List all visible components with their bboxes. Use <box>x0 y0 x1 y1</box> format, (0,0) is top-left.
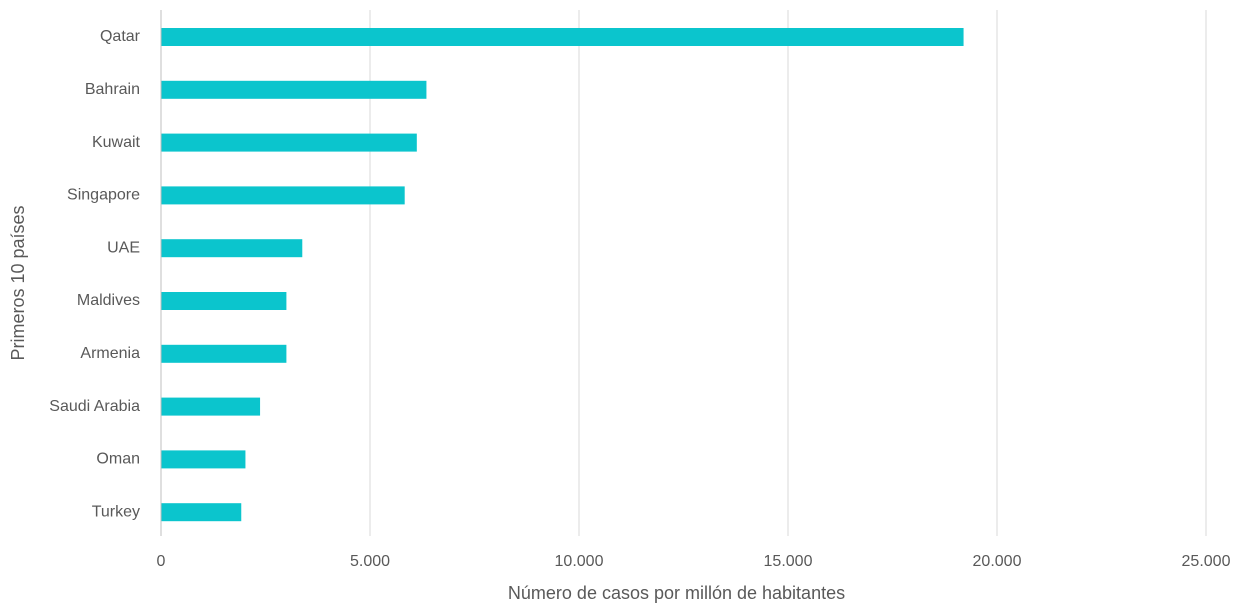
x-tick-label: 5.000 <box>350 553 390 570</box>
bar <box>161 344 287 363</box>
y-tick-label: Singapore <box>67 187 140 204</box>
bar <box>161 450 246 469</box>
y-tick-label: Bahrain <box>85 81 140 98</box>
x-axis-tick-labels: 0 5.000 10.000 15.000 20.000 25.000 <box>157 553 1231 570</box>
x-tick-label: 15.000 <box>764 553 813 570</box>
y-axis-title: Primeros 10 países <box>8 205 28 360</box>
y-axis-tick-labels: Qatar Bahrain Kuwait Singapore UAE Maldives Ar… <box>49 28 140 520</box>
y-tick-label: Armenia <box>80 345 140 362</box>
x-tick-label: 20.000 <box>973 553 1022 570</box>
y-tick-label: Maldives <box>77 292 140 309</box>
y-tick-label: Oman <box>96 451 140 468</box>
y-tick-label: Kuwait <box>92 134 141 151</box>
gridlines <box>369 10 1207 536</box>
bars <box>161 28 964 522</box>
bar <box>161 80 427 99</box>
x-tick-label: 10.000 <box>555 553 604 570</box>
bar <box>161 28 964 46</box>
bar <box>161 503 242 522</box>
x-tick-label: 25.000 <box>1182 553 1231 570</box>
bar <box>161 397 261 416</box>
bar <box>161 239 303 258</box>
bar <box>161 292 287 310</box>
y-tick-label: Qatar <box>100 28 141 45</box>
y-tick-label: Turkey <box>92 503 140 520</box>
bar <box>161 133 417 152</box>
x-tick-label: 0 <box>157 553 166 570</box>
y-tick-label: UAE <box>107 239 140 256</box>
y-tick-label: Saudi Arabia <box>49 398 140 415</box>
x-axis-title: Número de casos por millón de habitantes <box>508 583 845 603</box>
bar <box>161 186 405 205</box>
